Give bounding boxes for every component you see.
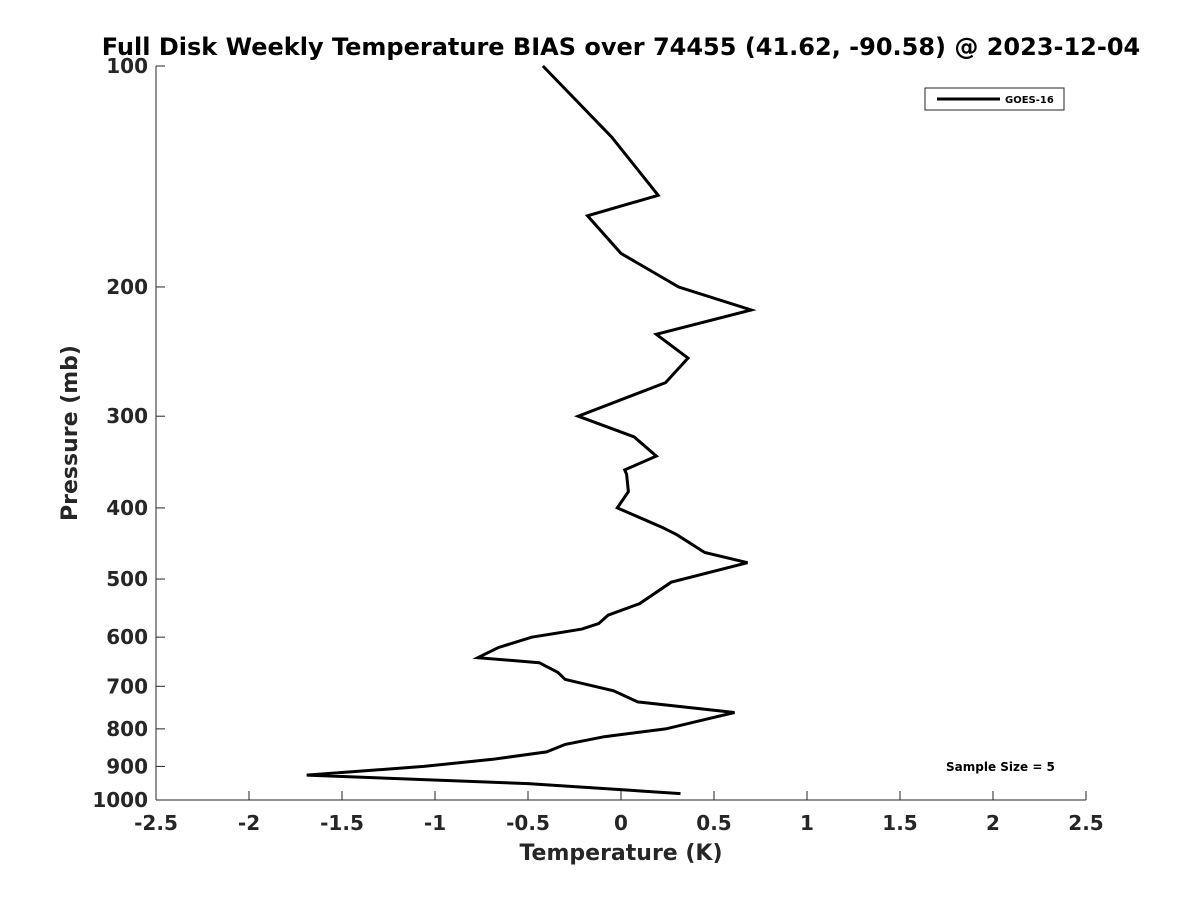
sample-size-annotation: Sample Size = 5	[946, 760, 1055, 774]
x-tick-label: 2	[986, 811, 1000, 835]
series-line-goes-16	[306, 64, 757, 796]
y-tick-label: 800	[106, 717, 148, 741]
x-tick-label: -2	[238, 811, 260, 835]
y-tick-label: 400	[106, 496, 148, 520]
y-tick-label: 900	[106, 754, 148, 778]
x-tick-label: 0	[614, 811, 628, 835]
x-tick-label: -1.5	[320, 811, 364, 835]
y-tick-label: 700	[106, 674, 148, 698]
x-ticks: -2.5 -2 -1.5 -1 -0.5 0 0.5 1 1.5 2 2.5	[134, 791, 1104, 835]
legend-entry-goes-16: GOES-16	[1005, 95, 1054, 106]
y-tick-label: 600	[106, 625, 148, 649]
x-tick-label: -2.5	[134, 811, 178, 835]
x-tick-label: 1	[800, 811, 814, 835]
y-tick-label: 500	[106, 567, 148, 591]
y-tick-label: 1000	[92, 788, 148, 812]
y-tick-label: 300	[106, 404, 148, 428]
x-tick-label: 2.5	[1068, 811, 1103, 835]
x-tick-label: 1.5	[882, 811, 917, 835]
y-tick-label: 100	[106, 54, 148, 78]
y-tick-label: 200	[106, 275, 148, 299]
y-axis-label: Pressure (mb)	[58, 345, 83, 521]
legend: GOES-16	[924, 87, 1065, 111]
chart-title: Full Disk Weekly Temperature BIAS over 7…	[102, 33, 1141, 61]
x-tick-label: -1	[424, 811, 446, 835]
plot-series	[306, 64, 757, 796]
x-tick-label: -0.5	[506, 811, 550, 835]
x-tick-label: 0.5	[696, 811, 731, 835]
y-ticks: 100 200 300 400 500 600 700 800 900 1000	[92, 54, 165, 812]
x-axis-label: Temperature (K)	[519, 841, 722, 866]
